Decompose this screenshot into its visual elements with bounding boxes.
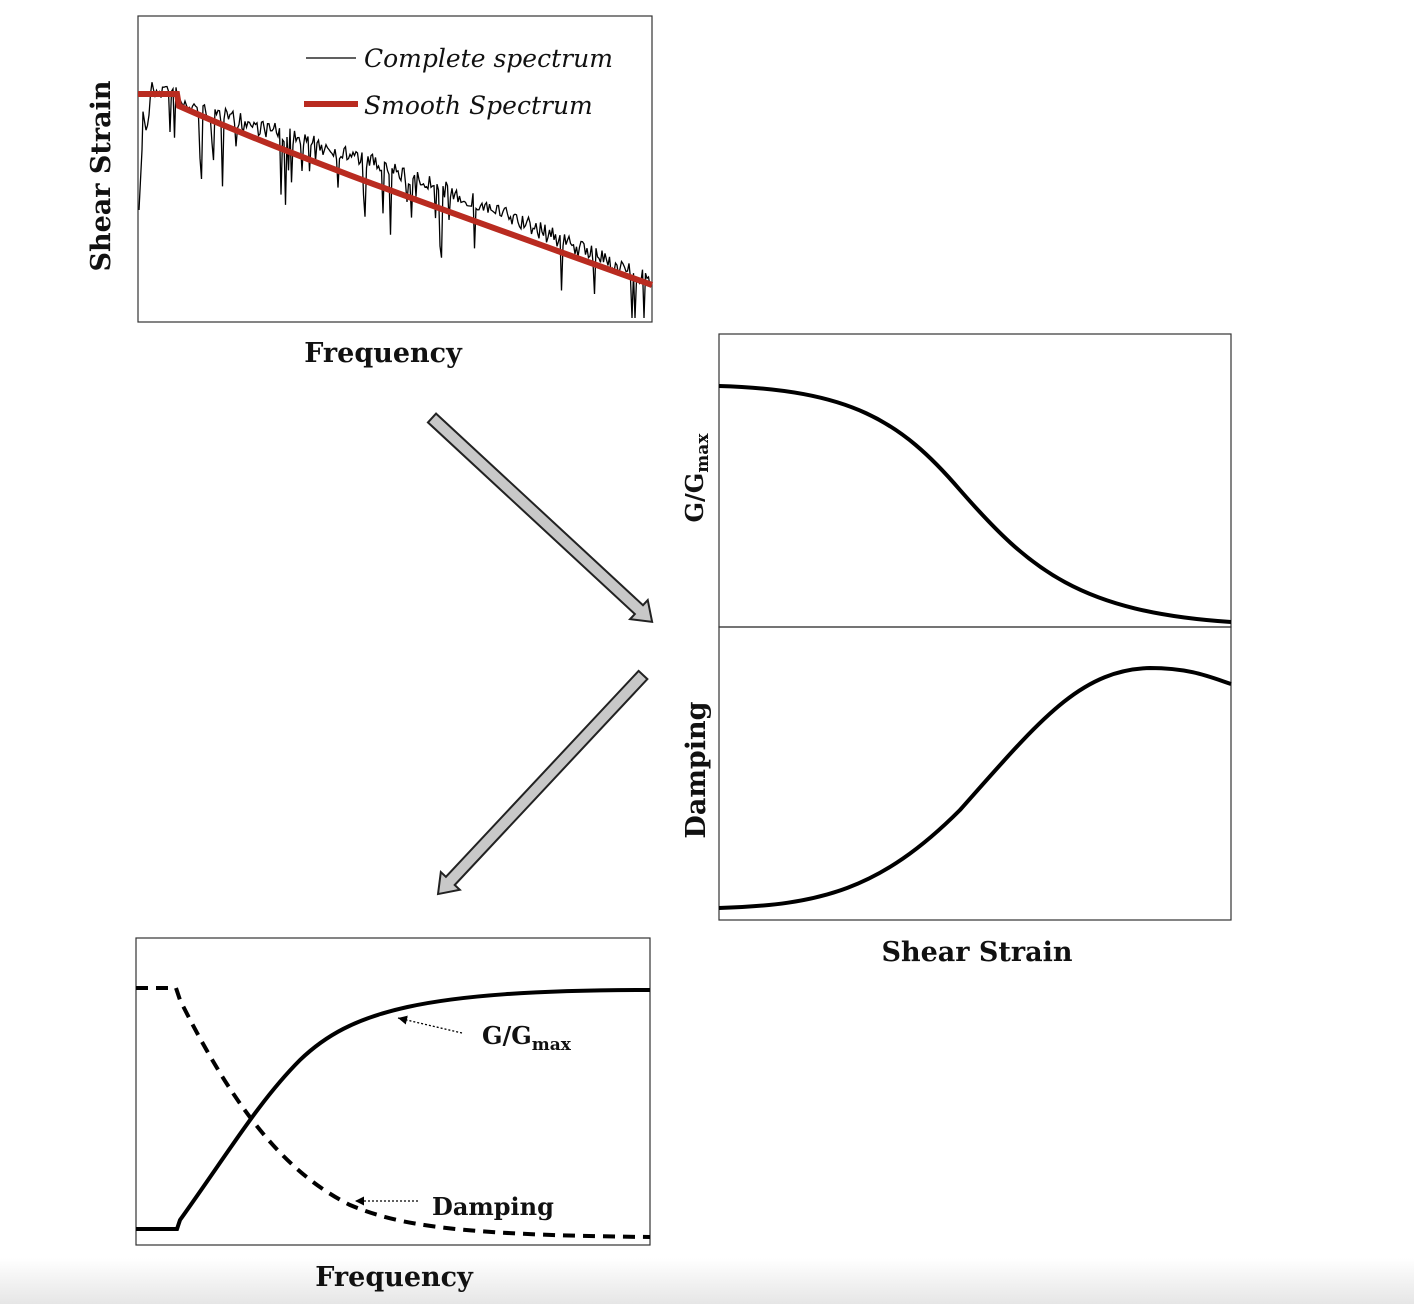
damping-curve xyxy=(718,665,1232,910)
modulus-frame xyxy=(718,333,1232,628)
x-axis-label: Frequency xyxy=(304,338,463,369)
annotation: Damping xyxy=(432,1192,554,1221)
modulus-curve xyxy=(718,384,1232,624)
damping-curve xyxy=(136,986,651,1239)
y-axis-label: Damping xyxy=(681,701,712,838)
damping-frame xyxy=(718,626,1232,921)
x-axis-label: Frequency xyxy=(315,1262,474,1293)
spectrum-frame xyxy=(137,15,653,323)
label-subscript: max xyxy=(532,1035,572,1055)
y-axis-label: G/Gmax xyxy=(680,433,713,523)
modulus-curve xyxy=(136,988,651,1231)
frequency-frame xyxy=(135,937,651,1246)
y-axis-label: Shear Strain xyxy=(86,80,117,271)
label-subscript: max xyxy=(693,433,713,473)
complete-spectrum-line xyxy=(138,82,651,319)
legend-label: Smooth Spectrum xyxy=(364,91,593,120)
smooth-spectrum-line xyxy=(138,91,654,288)
x-axis-label: Shear Strain xyxy=(881,937,1072,968)
label-main: G/G xyxy=(482,1021,532,1050)
flow-arrow xyxy=(436,669,649,896)
label-main: G/G xyxy=(680,473,709,523)
annotation: G/Gmax xyxy=(482,1021,572,1055)
flow-arrow xyxy=(426,412,654,623)
window-edge xyxy=(0,1258,1414,1304)
legend-label: Complete spectrum xyxy=(364,44,613,73)
annotation-arrow xyxy=(397,1015,463,1034)
